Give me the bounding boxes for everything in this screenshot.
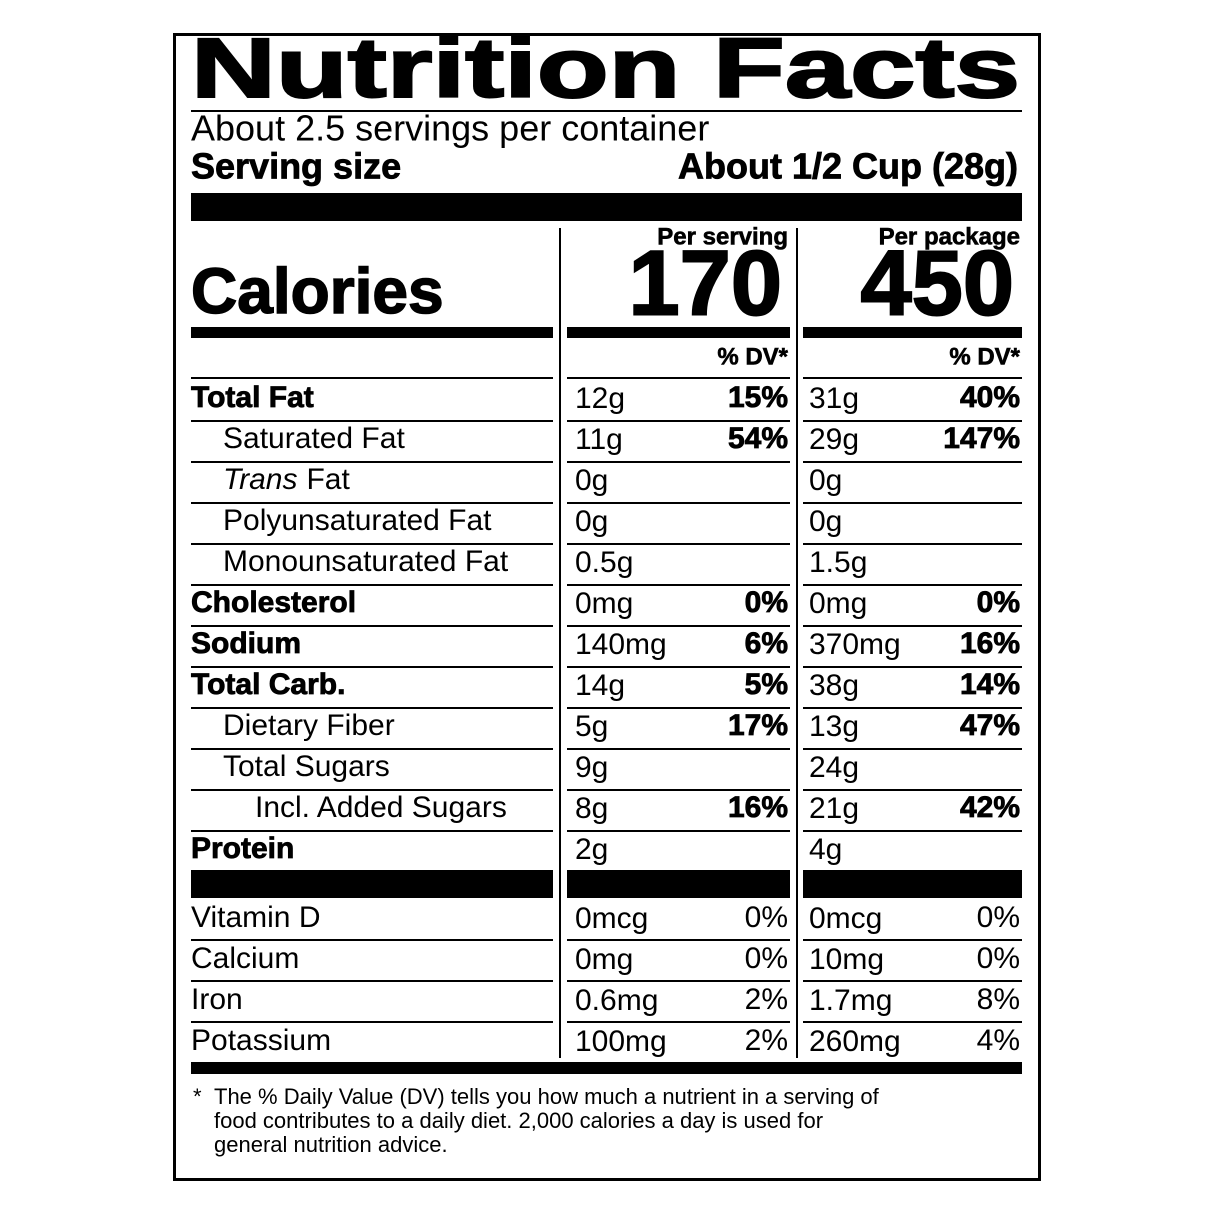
daily-value: 15% — [728, 381, 788, 414]
amount: 14g — [575, 669, 625, 702]
daily-value: 0% — [745, 901, 788, 934]
serving-size: About 1/2 Cup (28g) — [678, 146, 1018, 187]
amount: 0.6mg — [575, 984, 658, 1017]
section-bar — [191, 870, 553, 898]
nutrient-name: Total Fat — [191, 381, 314, 414]
amount: 38g — [809, 669, 859, 702]
daily-value: 14% — [960, 668, 1020, 701]
daily-value: 0% — [745, 586, 788, 619]
nutrient-name: Protein — [191, 832, 294, 865]
amount: 31g — [809, 382, 859, 415]
footnote-line: general nutrition advice. — [214, 1132, 448, 1157]
amount: 11g — [575, 423, 623, 456]
column-header: Per serving — [657, 223, 788, 250]
calories-label: Calories — [191, 255, 444, 327]
daily-value: 4% — [977, 1024, 1020, 1057]
amount: 13g — [809, 710, 859, 743]
amount: 1.7mg — [809, 984, 892, 1017]
daily-value: 42% — [960, 791, 1020, 824]
daily-value: 16% — [728, 791, 788, 824]
amount: 0g — [575, 464, 608, 497]
amount: 0mcg — [575, 902, 648, 935]
nutrient-name: Total Carb. — [191, 668, 345, 701]
title: Nutrition Facts — [191, 21, 1020, 115]
nutrient-name: Trans Fat — [223, 463, 350, 496]
serving-size-label: Serving size — [191, 146, 401, 187]
amount: 260mg — [809, 1025, 901, 1058]
amount: 0g — [809, 464, 842, 497]
amount: 0g — [809, 505, 842, 538]
nutrient-name: Cholesterol — [191, 586, 356, 619]
nutrient-name-italic: Trans — [223, 463, 297, 496]
dv-header: % DV* — [717, 343, 788, 370]
calories-value: 170 — [629, 232, 783, 334]
amount: 0mg — [809, 587, 867, 620]
amount: 1.5g — [809, 546, 867, 579]
daily-value: 2% — [745, 1024, 788, 1057]
amount: 4g — [809, 833, 842, 866]
amount: 12g — [575, 382, 625, 415]
daily-value: 54% — [728, 422, 788, 455]
daily-value: 40% — [960, 381, 1020, 414]
footnote-mark: * — [193, 1084, 202, 1109]
thick-bar — [191, 193, 1022, 221]
daily-value: 0% — [745, 942, 788, 975]
amount: 2g — [575, 833, 608, 866]
amount: 24g — [809, 751, 859, 784]
nutrient-name: Total Sugars — [223, 750, 390, 783]
daily-value: 5% — [745, 668, 788, 701]
amount: 5g — [575, 710, 608, 743]
amount: 21g — [809, 792, 859, 825]
footnote-line: food contributes to a daily diet. 2,000 … — [214, 1108, 823, 1133]
nutrient-name-rest: Fat — [306, 463, 350, 496]
amount: 10mg — [809, 943, 884, 976]
daily-value: 8% — [977, 983, 1020, 1016]
daily-value: 17% — [728, 709, 788, 742]
daily-value: 6% — [745, 627, 788, 660]
daily-value: 47% — [960, 709, 1020, 742]
daily-value: 0% — [977, 586, 1020, 619]
label-border — [173, 33, 1041, 1181]
vitamin-name: Calcium — [191, 942, 299, 975]
amount: 8g — [575, 792, 608, 825]
amount: 9g — [575, 751, 608, 784]
daily-value: 2% — [745, 983, 788, 1016]
nutrient-name: Polyunsaturated Fat — [223, 504, 492, 537]
daily-value: 147% — [943, 422, 1020, 455]
amount: 0mg — [575, 943, 633, 976]
calories-value: 450 — [861, 232, 1015, 334]
footnote-line: The % Daily Value (DV) tells you how muc… — [214, 1084, 880, 1109]
daily-value: 0% — [977, 942, 1020, 975]
vitamin-name: Vitamin D — [191, 901, 321, 934]
column-header: Per package — [879, 223, 1020, 250]
daily-value: 16% — [960, 627, 1020, 660]
amount: 0mcg — [809, 902, 882, 935]
amount: 140mg — [575, 628, 667, 661]
dv-header: % DV* — [949, 343, 1020, 370]
calories-rule — [191, 327, 553, 338]
vitamin-name: Potassium — [191, 1024, 331, 1057]
servings: About 2.5 servings per container — [191, 108, 709, 149]
nutrient-name: Incl. Added Sugars — [255, 791, 507, 824]
amount: 370mg — [809, 628, 901, 661]
amount: 0mg — [575, 587, 633, 620]
section-bar — [567, 870, 790, 898]
nutrient-name: Dietary Fiber — [223, 709, 395, 742]
nutrient-name: Monounsaturated Fat — [223, 545, 509, 578]
nutrient-name: Sodium — [191, 627, 301, 660]
daily-value: 0% — [977, 901, 1020, 934]
calories-rule — [567, 327, 790, 338]
amount: 100mg — [575, 1025, 667, 1058]
section-bar — [803, 870, 1022, 898]
amount: 0.5g — [575, 546, 633, 579]
calories-rule — [803, 327, 1022, 338]
bottom-bar — [191, 1062, 1022, 1074]
amount: 29g — [809, 423, 859, 456]
amount: 0g — [575, 505, 608, 538]
nutrient-name: Saturated Fat — [223, 422, 405, 455]
vitamin-name: Iron — [191, 983, 243, 1016]
